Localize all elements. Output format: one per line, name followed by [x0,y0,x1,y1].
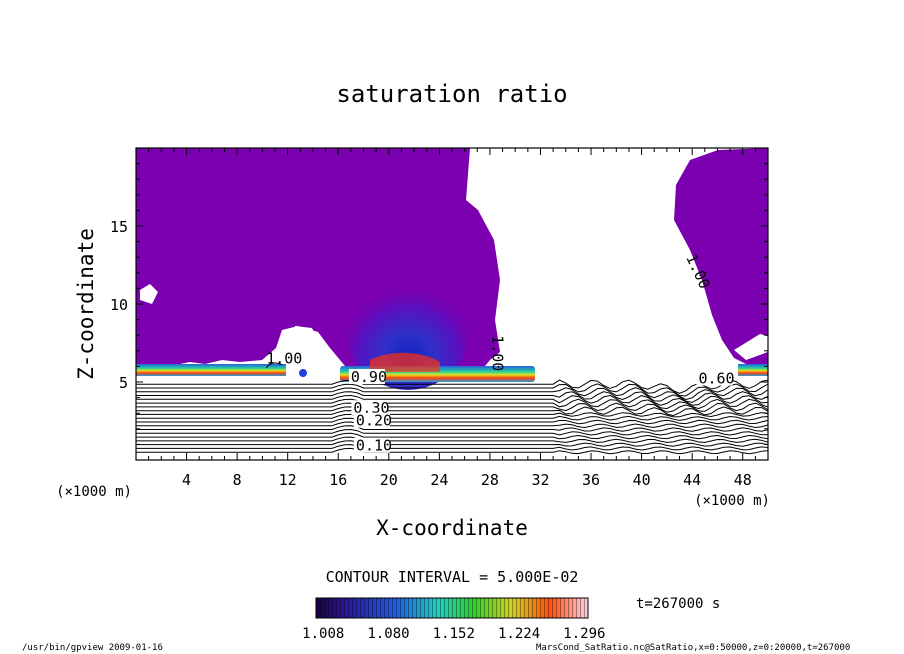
y-axis-title: Z-coordinate [74,228,98,380]
contour-line [136,421,768,429]
contour-line [136,406,768,417]
contour-label: 0.10 [356,437,392,455]
time-label: t=267000 s [636,596,720,612]
contour-line [136,398,768,410]
x-tick-label: 36 [582,471,600,489]
contour-label-bg [351,400,388,416]
footer-left: /usr/bin/gpview 2009-01-16 [22,643,163,653]
colorbar-tick-label: 1.224 [498,626,540,642]
x-tick-label: 12 [279,471,297,489]
colorbar-tick-label: 1.296 [563,626,605,642]
x-tick-label: 48 [734,471,752,489]
contour-line [136,417,768,425]
contour-label: 0.20 [356,412,392,430]
y-tick-label: 15 [110,218,128,236]
z-unit-label: (×1000 m) [56,484,132,500]
y-tick-label: 5 [119,374,128,392]
contour-interval-text: CONTOUR INTERVAL = 5.000E-02 [326,568,579,586]
contour-label-bg [353,437,390,453]
contour-line [136,447,768,455]
x-tick-label: 20 [380,471,398,489]
colorbar: 1.008 1.080 1.152 1.224 1.296 [302,597,605,642]
x-tick-label: 32 [531,471,549,489]
x-tick-label: 40 [633,471,651,489]
contour-line [136,444,768,451]
y-axis: 5 10 15 [110,147,768,461]
contour-line [136,432,768,440]
x-unit-label: (×1000 m) [694,493,770,509]
contour-line [136,410,768,418]
y-tick-label: 10 [110,296,128,314]
x-tick-label: 28 [481,471,499,489]
plot-area [136,148,768,460]
contour-line [136,402,768,413]
supersat-band-right [738,364,768,376]
colorbar-tick-label: 1.008 [302,626,344,642]
contour-label-bg [348,369,385,384]
contour-label-bg [353,412,390,428]
contour-label: 0.60 [698,370,734,388]
contour-line [136,436,768,443]
x-tick-label: 8 [233,471,242,489]
contour-line [136,391,768,403]
contour-line [136,379,768,394]
footer-right: MarsCond_SatRatio.nc@SatRatio,x=0:50000,… [536,643,850,653]
chart-title: saturation ratio [336,80,567,108]
contour-line [136,387,768,401]
contour-line [136,428,768,436]
saturated-region-right [674,148,768,364]
x-tick-label: 24 [430,471,448,489]
supersat-band-left [136,364,286,376]
x-tick-label: 16 [329,471,347,489]
x-tick-label: 4 [182,471,191,489]
contour-label: 1.00 [266,349,302,367]
contour-label: 0.90 [351,368,387,386]
contour-lines [136,362,768,455]
contour-line [136,383,768,397]
x-axis: 4 8 12 16 20 24 28 32 36 40 44 48 [135,148,769,489]
contour-label: 1.00 [488,335,506,371]
contour-line [136,440,768,447]
contour-line [265,362,283,369]
contour-label-bg [696,370,733,386]
colorbar-tick-label: 1.152 [433,626,475,642]
contour-line [136,394,768,406]
x-tick-label: 44 [683,471,701,489]
contour-line [136,425,768,432]
colorbar-tick-label: 1.080 [367,626,409,642]
contour-line [136,413,768,421]
x-axis-title: X-coordinate [376,516,528,540]
